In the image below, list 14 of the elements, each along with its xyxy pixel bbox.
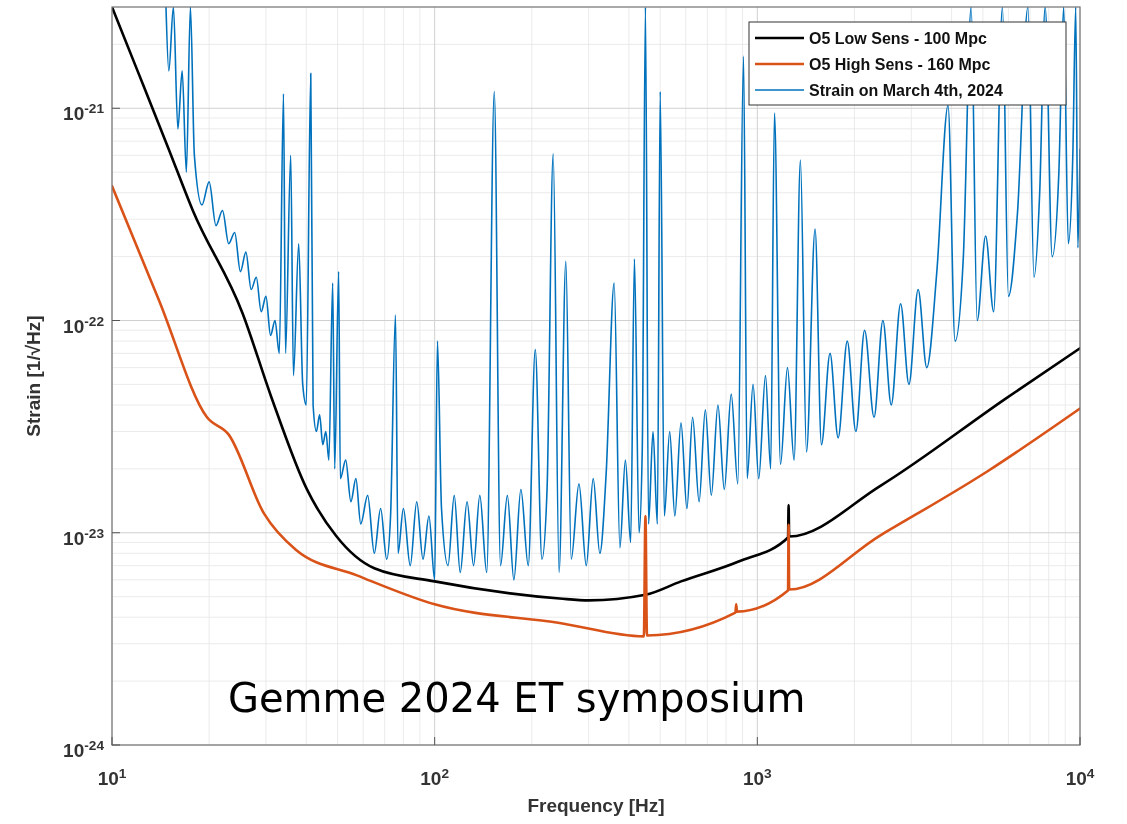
- legend-label: O5 Low Sens - 100 Mpc: [809, 30, 987, 47]
- x-axis-title: Frequency [Hz]: [527, 795, 665, 816]
- legend-label: O5 High Sens - 160 Mpc: [809, 56, 991, 73]
- y-tick-label: 10$^{-24}$: [63, 737, 105, 761]
- x-tick-label: 10$^{3}$: [742, 765, 773, 789]
- annotation: Gemme 2024 ET symposium: [228, 675, 806, 721]
- x-tick-label: 10$^{4}$: [1065, 765, 1095, 789]
- x-tick-label: 10$^{2}$: [420, 765, 450, 789]
- legend-label: Strain on March 4th, 2024: [809, 82, 1003, 99]
- y-tick-label: 10$^{-23}$: [63, 525, 105, 549]
- y-axis-title: Strain [1/√Hz]: [23, 315, 44, 437]
- x-tick-label: 10$^{1}$: [97, 765, 127, 789]
- y-tick-label: 10$^{-21}$: [63, 100, 105, 125]
- y-tick-label: 10$^{-22}$: [63, 313, 105, 337]
